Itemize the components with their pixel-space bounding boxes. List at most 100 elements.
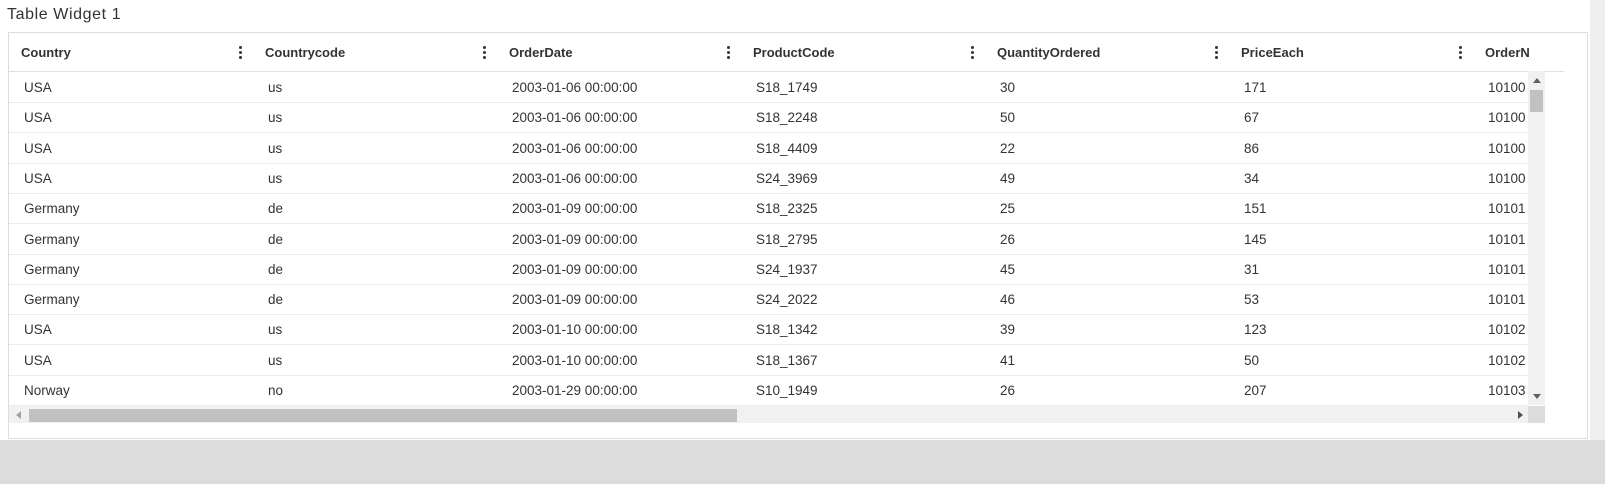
table-row[interactable]: USA us 2003-01-06 00:00:00 S18_1749 30 171 101… (9, 72, 1528, 103)
table-cell: de (268, 292, 284, 308)
table-cell: 31 (1244, 261, 1260, 277)
scroll-left-icon[interactable] (16, 411, 21, 419)
table-cell: 2003-01-09 00:00:00 (512, 261, 638, 277)
table-cell: 2003-01-06 00:00:00 (512, 110, 638, 126)
table-cell: 25 (1000, 201, 1016, 217)
table-row[interactable]: USA us 2003-01-06 00:00:00 S24_3969 49 34 1010… (9, 163, 1528, 194)
table-cell: 10102 (1488, 352, 1526, 368)
table-row[interactable]: Norway no 2003-01-29 00:00:00 S10_1949 26 207… (9, 375, 1528, 406)
table-cell: 10101 (1488, 231, 1526, 247)
table-cell: S18_2325 (756, 201, 818, 217)
table-row[interactable]: Germany de 2003-01-09 00:00:00 S18_2325 25 15… (9, 193, 1528, 225)
column-header[interactable]: OrderN (1473, 33, 1587, 71)
table-cell: S24_1937 (756, 261, 818, 277)
table-cell: 10103 (1488, 383, 1526, 398)
column-header-label: OrderN (1485, 45, 1530, 60)
table-cell: 50 (1244, 352, 1260, 368)
table-cell: 2003-01-06 00:00:00 (512, 170, 638, 186)
table-cell: S18_2795 (756, 231, 818, 247)
table-cell: de (268, 231, 284, 247)
table-cell: USA (24, 140, 52, 156)
table-cell: USA (24, 80, 52, 95)
table-cell: S18_1367 (756, 352, 818, 368)
column-header[interactable]: Countrycode (253, 33, 503, 71)
table-cell: 53 (1244, 292, 1260, 308)
scrollbar-corner (1528, 406, 1545, 423)
table-cell: 22 (1000, 140, 1016, 156)
table-cell: S18_1749 (756, 80, 818, 95)
table-cell: 2003-01-06 00:00:00 (512, 80, 638, 95)
table-cell: 10101 (1488, 292, 1526, 308)
table-cell: 46 (1000, 292, 1016, 308)
table-cell: Germany (24, 261, 80, 277)
table-cell: Norway (24, 383, 70, 398)
column-header-label: QuantityOrdered (997, 45, 1101, 60)
column-header[interactable]: Country (9, 33, 259, 71)
table-body[interactable]: USA us 2003-01-06 00:00:00 S18_1749 30 171 101… (9, 72, 1528, 406)
table-cell: Germany (24, 292, 80, 308)
table-cell: us (268, 352, 283, 368)
column-header[interactable]: OrderDate (497, 33, 747, 71)
column-menu-icon[interactable] (1459, 46, 1463, 60)
horizontal-scroll-thumb[interactable] (29, 409, 737, 422)
table-row[interactable]: USA us 2003-01-10 00:00:00 S18_1367 41 50 1010… (9, 345, 1528, 376)
scroll-down-icon[interactable] (1533, 394, 1541, 399)
table-cell: 145 (1244, 231, 1267, 247)
table-cell: 2003-01-10 00:00:00 (512, 352, 638, 368)
column-menu-icon[interactable] (727, 46, 731, 60)
table-cell: no (268, 383, 284, 398)
table-cell: us (268, 80, 283, 95)
column-menu-icon[interactable] (1215, 46, 1219, 60)
column-header-label: OrderDate (509, 45, 573, 60)
table-cell: 10100 (1488, 110, 1526, 126)
table-cell: 30 (1000, 80, 1016, 95)
table-cell: 10101 (1488, 261, 1526, 277)
column-header[interactable]: ProductCode (741, 33, 991, 71)
column-menu-icon[interactable] (239, 46, 243, 60)
table-cell: 2003-01-09 00:00:00 (512, 231, 638, 247)
table-row[interactable]: Germany de 2003-01-09 00:00:00 S24_1937 45 31… (9, 254, 1528, 285)
table-cell: USA (24, 170, 52, 186)
table-cell: 2003-01-06 00:00:00 (512, 140, 638, 156)
table-cell: 67 (1244, 110, 1260, 126)
data-table: Country Countrycode OrderDate ProductCode Qu… (8, 32, 1588, 439)
column-header-label: ProductCode (753, 45, 835, 60)
column-header-label: Country (21, 45, 71, 60)
column-menu-icon[interactable] (971, 46, 975, 60)
table-cell: 2003-01-10 00:00:00 (512, 322, 638, 338)
scroll-right-icon[interactable] (1518, 411, 1523, 419)
horizontal-scrollbar[interactable] (9, 406, 1528, 423)
table-cell: 10100 (1488, 80, 1526, 95)
table-cell: 50 (1000, 110, 1016, 126)
table-row[interactable]: Germany de 2003-01-09 00:00:00 S18_2795 26 14… (9, 224, 1528, 255)
table-cell: 171 (1244, 80, 1267, 95)
column-header[interactable]: PriceEach (1229, 33, 1479, 71)
scroll-up-icon[interactable] (1533, 78, 1541, 83)
table-cell: S18_1342 (756, 322, 818, 338)
table-row[interactable]: USA us 2003-01-06 00:00:00 S18_4409 22 86 1010… (9, 133, 1528, 164)
table-cell: 2003-01-09 00:00:00 (512, 201, 638, 217)
table-cell: 45 (1000, 261, 1016, 277)
table-cell: S24_2022 (756, 292, 818, 308)
table-cell: 151 (1244, 201, 1267, 217)
table-cell: 86 (1244, 140, 1260, 156)
column-header-label: Countrycode (265, 45, 346, 60)
table-cell: S10_1949 (756, 383, 818, 398)
table-cell: 10102 (1488, 322, 1526, 338)
table-cell: Germany (24, 231, 80, 247)
table-cell: 34 (1244, 170, 1260, 186)
table-widget: Table Widget 1 Country Countrycode OrderDa… (0, 0, 1590, 440)
table-row[interactable]: Germany de 2003-01-09 00:00:00 S24_2022 46 53… (9, 284, 1528, 316)
table-row[interactable]: USA us 2003-01-06 00:00:00 S18_2248 50 67 1010… (9, 102, 1528, 134)
table-cell: de (268, 201, 284, 217)
column-header[interactable]: QuantityOrdered (985, 33, 1235, 71)
table-header-row: Country Countrycode OrderDate ProductCode Qu… (9, 33, 1564, 72)
table-cell: S18_4409 (756, 140, 818, 156)
table-cell: S18_2248 (756, 110, 818, 126)
vertical-scroll-thumb[interactable] (1530, 90, 1543, 112)
column-header-label: PriceEach (1241, 45, 1304, 60)
vertical-scrollbar[interactable] (1528, 71, 1545, 405)
column-menu-icon[interactable] (483, 46, 487, 60)
table-row[interactable]: USA us 2003-01-10 00:00:00 S18_1342 39 123 101… (9, 314, 1528, 346)
table-cell: 49 (1000, 170, 1016, 186)
